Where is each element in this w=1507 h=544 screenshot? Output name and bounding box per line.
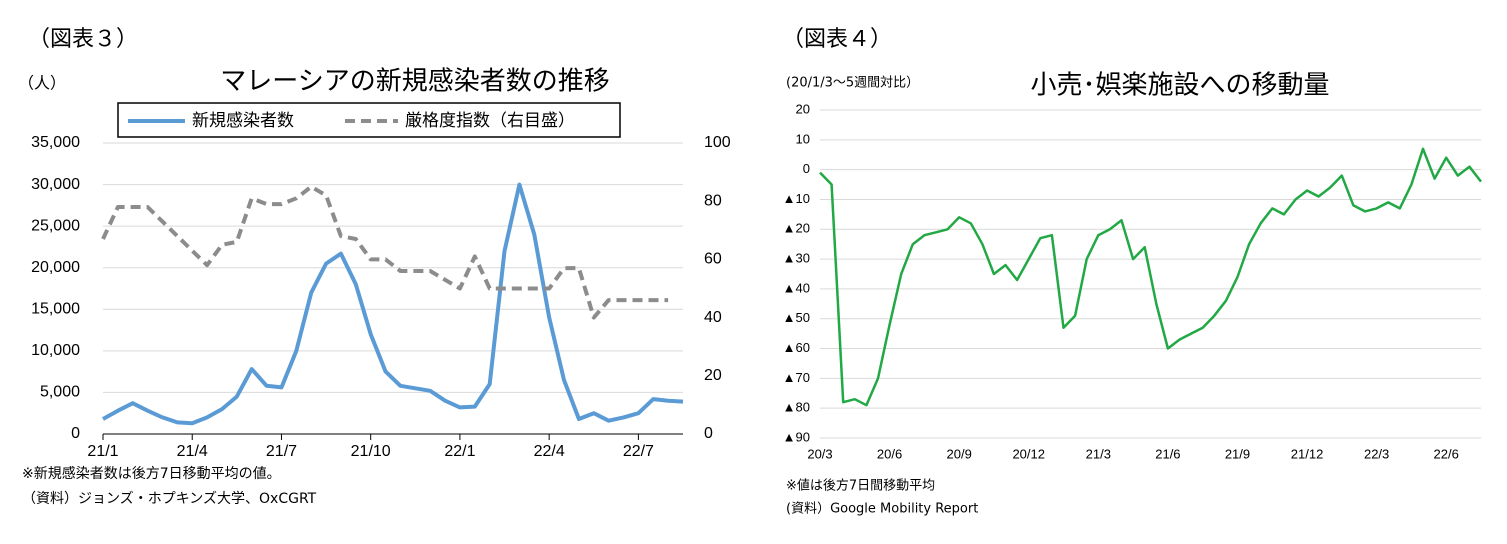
y2-tick-label: 60 bbox=[704, 251, 722, 268]
y-tick-label: ▲90 bbox=[783, 429, 810, 444]
y-tick-label: 30,000 bbox=[31, 176, 80, 193]
x-tick-label: 21/7 bbox=[266, 443, 297, 460]
x-tick-label: 22/3 bbox=[1364, 446, 1389, 461]
x-tick-label: 22/6 bbox=[1434, 446, 1459, 461]
figure-label: （図表３） bbox=[28, 27, 138, 52]
y-tick-label: 0 bbox=[71, 425, 80, 442]
y-tick-label: ▲10 bbox=[783, 191, 810, 206]
x-tick-label: 21/3 bbox=[1086, 446, 1111, 461]
x-tick-label: 22/4 bbox=[534, 443, 565, 460]
x-tick-label: 22/7 bbox=[623, 443, 654, 460]
note: （資料）ジョンズ・ホプキンズ大学、OxCGRT bbox=[22, 491, 317, 507]
series-line bbox=[819, 147, 1482, 407]
y-tick-label: ▲50 bbox=[783, 310, 810, 325]
figure-label: （図表４） bbox=[782, 27, 892, 52]
y-tick-label: ▲70 bbox=[783, 370, 810, 385]
y-tick-label: ▲20 bbox=[783, 221, 810, 236]
x-tick-label: 21/12 bbox=[1291, 446, 1324, 461]
x-tick-label: 21/4 bbox=[177, 443, 208, 460]
y2-tick-label: 100 bbox=[704, 134, 731, 151]
y-tick-label: ▲80 bbox=[783, 400, 810, 415]
note: ※新規感染者数は後方7日移動平均の値。 bbox=[22, 465, 281, 482]
legend-entry: 厳格度指数（右目盛） bbox=[405, 111, 575, 131]
y-tick-label: 10 bbox=[796, 131, 810, 146]
y-tick-label: 15,000 bbox=[31, 301, 80, 318]
series-line bbox=[102, 182, 684, 426]
x-tick-label: 22/1 bbox=[444, 443, 475, 460]
y-tick-label: 35,000 bbox=[31, 134, 80, 151]
y-axis-label: (20/1/3～5週間対比） bbox=[786, 76, 919, 91]
legend-entry: 新規感染者数 bbox=[192, 111, 294, 131]
y-tick-label: 20,000 bbox=[31, 259, 80, 276]
y-tick-label: ▲30 bbox=[783, 251, 810, 266]
x-tick-label: 21/9 bbox=[1225, 446, 1250, 461]
y-tick-label: 5,000 bbox=[40, 384, 80, 401]
note: (資料）Google Mobility Report bbox=[786, 502, 978, 517]
y-tick-label: 10,000 bbox=[31, 342, 80, 359]
x-tick-label: 20/6 bbox=[877, 446, 902, 461]
x-tick-label: 20/9 bbox=[947, 446, 972, 461]
series-line bbox=[101, 184, 669, 320]
y-axis-label: （人） bbox=[18, 74, 66, 93]
x-tick-label: 20/3 bbox=[807, 446, 832, 461]
y2-tick-label: 0 bbox=[704, 425, 713, 442]
x-tick-label: 21/10 bbox=[351, 443, 391, 460]
note: ※値は後方7日間移動平均 bbox=[786, 478, 935, 494]
y2-tick-label: 20 bbox=[704, 367, 722, 384]
x-tick-label: 21/1 bbox=[87, 443, 118, 460]
chart-title: マレーシアの新規感染者数の推移 bbox=[220, 67, 609, 97]
x-tick-label: 21/6 bbox=[1155, 446, 1180, 461]
y-tick-label: ▲40 bbox=[783, 280, 810, 295]
y-tick-label: 25,000 bbox=[31, 217, 80, 234]
y-tick-label: ▲60 bbox=[783, 340, 810, 355]
y-tick-label: 0 bbox=[803, 161, 810, 176]
y2-tick-label: 40 bbox=[704, 309, 722, 326]
chart-title: 小売･娯楽施設への移動量 bbox=[1030, 71, 1329, 101]
y2-tick-label: 80 bbox=[704, 192, 722, 209]
x-tick-label: 20/12 bbox=[1012, 446, 1045, 461]
y-tick-label: 20 bbox=[796, 101, 810, 116]
